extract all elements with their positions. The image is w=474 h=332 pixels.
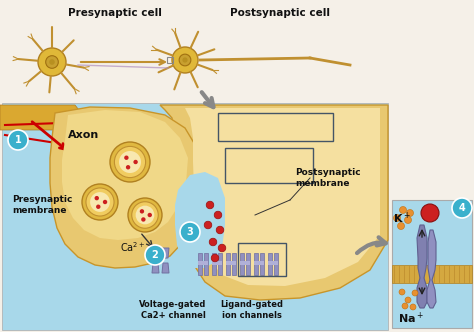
Bar	[392, 200, 472, 328]
Bar	[254, 253, 258, 275]
Circle shape	[398, 222, 404, 229]
Bar	[226, 261, 236, 265]
Bar	[240, 253, 244, 275]
Circle shape	[402, 303, 408, 309]
Circle shape	[103, 200, 107, 204]
Circle shape	[136, 206, 155, 224]
Bar	[260, 253, 264, 275]
Polygon shape	[162, 263, 169, 273]
Circle shape	[128, 198, 162, 232]
Bar	[274, 253, 278, 275]
Bar	[226, 253, 230, 275]
Polygon shape	[185, 108, 380, 286]
Text: Na$^+$: Na$^+$	[398, 310, 424, 326]
Polygon shape	[50, 107, 202, 268]
Polygon shape	[0, 0, 474, 105]
Circle shape	[399, 289, 405, 295]
Bar	[212, 253, 216, 275]
Text: 1: 1	[15, 135, 21, 145]
Bar	[212, 261, 222, 265]
Polygon shape	[417, 225, 427, 308]
Circle shape	[119, 151, 141, 173]
Bar	[238, 243, 286, 276]
Circle shape	[124, 155, 128, 160]
Polygon shape	[62, 110, 188, 240]
Circle shape	[46, 56, 58, 68]
Circle shape	[110, 142, 150, 182]
Text: 4: 4	[459, 203, 465, 213]
Bar	[240, 261, 250, 265]
Text: K$^+$: K$^+$	[393, 210, 411, 226]
Circle shape	[140, 209, 144, 213]
Circle shape	[182, 57, 188, 63]
Circle shape	[145, 245, 165, 265]
Bar	[232, 253, 236, 275]
Circle shape	[90, 192, 110, 212]
Polygon shape	[2, 103, 388, 330]
Circle shape	[393, 214, 401, 221]
Circle shape	[132, 202, 158, 228]
Circle shape	[412, 290, 418, 296]
Circle shape	[86, 188, 114, 216]
Text: Postsynaptic
membrane: Postsynaptic membrane	[295, 168, 361, 188]
Circle shape	[206, 201, 214, 209]
Circle shape	[407, 209, 413, 216]
Text: Ligand-gated
ion channels: Ligand-gated ion channels	[220, 300, 283, 320]
Bar	[218, 253, 222, 275]
Circle shape	[204, 221, 212, 229]
Circle shape	[82, 184, 118, 220]
Text: 3: 3	[187, 227, 193, 237]
Text: 2: 2	[152, 250, 158, 260]
Circle shape	[216, 226, 224, 234]
Polygon shape	[0, 105, 130, 195]
Text: Presynaptic cell: Presynaptic cell	[68, 8, 162, 18]
Text: Postsynaptic cell: Postsynaptic cell	[230, 8, 330, 18]
Circle shape	[8, 130, 28, 150]
Circle shape	[172, 47, 198, 73]
Bar	[392, 265, 472, 283]
Bar	[268, 253, 272, 275]
Circle shape	[126, 165, 130, 169]
Polygon shape	[427, 230, 436, 308]
Circle shape	[141, 217, 146, 222]
Circle shape	[218, 244, 226, 252]
Circle shape	[133, 160, 138, 164]
Circle shape	[211, 254, 219, 262]
Circle shape	[147, 213, 152, 217]
Circle shape	[410, 304, 416, 310]
Circle shape	[214, 211, 222, 219]
Polygon shape	[160, 105, 388, 300]
Polygon shape	[175, 172, 225, 268]
Bar	[198, 253, 202, 275]
Circle shape	[404, 216, 411, 223]
Circle shape	[452, 198, 472, 218]
Circle shape	[49, 59, 55, 65]
Circle shape	[209, 238, 217, 246]
Polygon shape	[152, 248, 159, 258]
Bar	[218, 113, 333, 141]
Circle shape	[114, 146, 146, 178]
Bar	[225, 148, 313, 183]
Text: Axon: Axon	[68, 130, 99, 140]
Text: Presynaptic
membrane: Presynaptic membrane	[12, 195, 73, 215]
Circle shape	[180, 222, 200, 242]
Bar	[268, 261, 278, 265]
Bar	[167, 57, 173, 63]
Circle shape	[38, 48, 66, 76]
Text: Ca$^{2+}$: Ca$^{2+}$	[120, 240, 146, 254]
Circle shape	[405, 297, 411, 303]
Text: Voltage-gated
Ca2+ channel: Voltage-gated Ca2+ channel	[139, 300, 207, 320]
Bar	[198, 261, 208, 265]
Circle shape	[96, 205, 100, 209]
Circle shape	[421, 204, 439, 222]
Polygon shape	[162, 248, 169, 258]
Circle shape	[179, 54, 191, 66]
Bar	[246, 253, 250, 275]
Polygon shape	[152, 263, 159, 273]
Circle shape	[94, 196, 99, 200]
Bar	[204, 253, 208, 275]
Bar	[254, 261, 264, 265]
Circle shape	[400, 207, 407, 213]
